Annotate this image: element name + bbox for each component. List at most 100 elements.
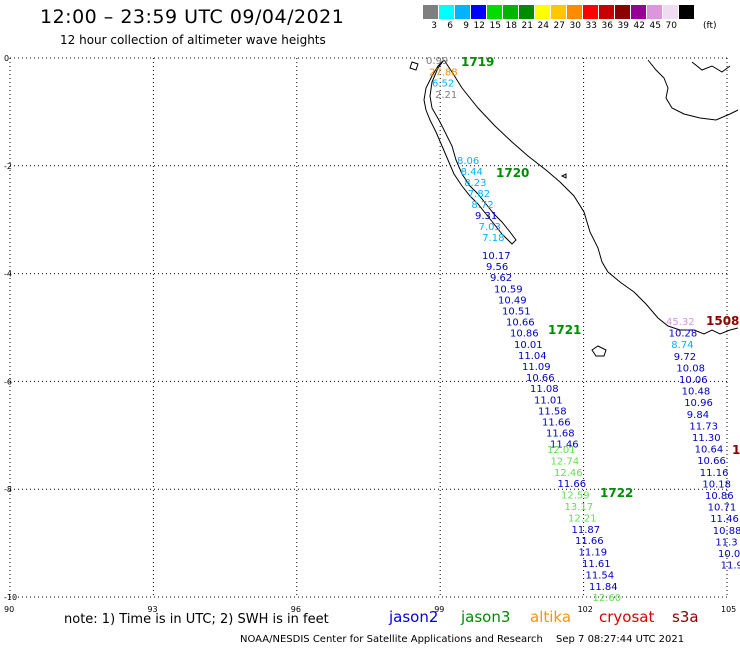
scale-swatch bbox=[647, 5, 663, 19]
lon-tick-label: 102 bbox=[578, 605, 593, 614]
scale-swatch bbox=[599, 5, 615, 19]
color-scale bbox=[423, 5, 695, 19]
coastline-mainland bbox=[443, 59, 739, 335]
scale-swatch bbox=[471, 5, 487, 19]
swh-value: 11.04 bbox=[518, 351, 547, 362]
scale-label: 39 bbox=[617, 21, 629, 31]
legend-altika: altika bbox=[530, 608, 572, 626]
swh-value: 10.06 bbox=[679, 375, 708, 386]
swh-value: 10.17 bbox=[482, 251, 511, 262]
scale-swatch bbox=[535, 5, 551, 19]
lon-tick-label: 105 bbox=[721, 605, 736, 614]
scale-swatch bbox=[439, 5, 455, 19]
lat-tick-label: 0 bbox=[4, 54, 9, 63]
legend-cryosat: cryosat bbox=[599, 608, 655, 626]
pass-time-label: 1719 bbox=[461, 55, 494, 69]
swh-value: 11.61 bbox=[582, 559, 611, 570]
coastline-north-islands bbox=[691, 61, 731, 73]
swh-value: 10.28 bbox=[669, 329, 698, 340]
swh-value: 6.52 bbox=[432, 79, 454, 90]
lat-tick-label: -8 bbox=[4, 485, 12, 494]
island-mid bbox=[560, 173, 567, 179]
lon-tick-label: 90 bbox=[4, 605, 14, 614]
swh-value: 11.54 bbox=[586, 570, 615, 581]
scale-label: 6 bbox=[447, 21, 453, 31]
legend-jason2: jason2 bbox=[389, 608, 439, 626]
scale-swatch bbox=[519, 5, 535, 19]
scale-label: 45 bbox=[649, 21, 661, 31]
swh-value: 11.58 bbox=[538, 406, 567, 417]
swh-value: 10.66 bbox=[697, 456, 726, 467]
swh-value: 10.86 bbox=[705, 491, 734, 502]
swh-value: 10.88 bbox=[713, 526, 740, 537]
swh-value: 10.86 bbox=[510, 329, 539, 340]
swh-value: 11.30 bbox=[692, 433, 721, 444]
swh-value: 10.08 bbox=[676, 363, 705, 374]
swh-value: 10.48 bbox=[682, 387, 711, 398]
lat-tick-label: -10 bbox=[4, 593, 17, 602]
scale-swatch bbox=[551, 5, 567, 19]
generation-timestamp: Sep 7 08:27:44 UTC 2021 bbox=[556, 634, 685, 645]
swh-value: 7.18 bbox=[482, 233, 504, 244]
swh-value: 11.08 bbox=[530, 384, 559, 395]
scale-label: 27 bbox=[553, 21, 565, 31]
color-scale-unit: (ft) bbox=[703, 21, 717, 31]
swh-value: 8.74 bbox=[671, 340, 693, 351]
swh-value: 12.59 bbox=[561, 491, 590, 502]
lat-tick-label: -6 bbox=[4, 377, 12, 386]
swh-value: 10.01 bbox=[514, 340, 543, 351]
swh-value: 8.72 bbox=[471, 200, 493, 211]
lat-tick-label: -4 bbox=[4, 270, 12, 279]
swh-value: 9.62 bbox=[490, 273, 512, 284]
swh-value: 9.72 bbox=[674, 352, 696, 363]
swh-value: 9.84 bbox=[687, 410, 709, 421]
track-1722: 12.0112.7412.4611.6612.5913.1712.2111.87… bbox=[547, 445, 633, 604]
swh-value: 10.66 bbox=[506, 318, 535, 329]
scale-swatch bbox=[567, 5, 583, 19]
footer-note: note: 1) Time is in UTC; 2) SWH is in fe… bbox=[64, 612, 329, 627]
swh-value: 10.0 bbox=[718, 549, 740, 560]
lat-lon-grid: 0 -2 -4 -6 -8 -10 90 93 96 99 102 105 bbox=[4, 54, 736, 614]
pass-time-label: 1720 bbox=[496, 166, 529, 180]
coastline-texas bbox=[647, 59, 739, 121]
swh-value: 11.01 bbox=[534, 395, 563, 406]
swh-value: 45.32 bbox=[666, 317, 695, 328]
swh-value: 10.71 bbox=[708, 503, 737, 514]
swh-value: 12.21 bbox=[568, 513, 597, 524]
scale-label: 36 bbox=[601, 21, 613, 31]
pass-time-label: 1508 bbox=[706, 314, 739, 328]
map-subtitle: 12 hour collection of altimeter wave hei… bbox=[60, 33, 326, 47]
swh-value: 12.74 bbox=[551, 456, 580, 467]
swh-value: 7.03 bbox=[479, 222, 501, 233]
swh-value: 10.49 bbox=[498, 295, 527, 306]
swh-value: 8.06 bbox=[457, 156, 479, 167]
swh-value: 11.84 bbox=[589, 582, 618, 593]
swh-value: 27.88 bbox=[429, 67, 458, 78]
pass-time-label-edge: 1 bbox=[732, 443, 740, 457]
legend-jason3: jason3 bbox=[461, 608, 511, 626]
scale-swatch bbox=[487, 5, 503, 19]
track-1721: 10.179.569.6210.5910.4910.5110.6610.8610… bbox=[482, 251, 581, 451]
swh-value: 12.46 bbox=[554, 468, 583, 479]
track-1720: 8.068.448.237.828.729.317.037.18 1720 bbox=[457, 156, 529, 244]
swh-value: 11.46 bbox=[710, 514, 739, 525]
track-1508: 45.3210.288.749.7210.0810.0610.4810.969.… bbox=[666, 314, 740, 572]
swh-value: 13.17 bbox=[565, 502, 594, 513]
swh-value: 10.18 bbox=[702, 479, 731, 490]
swh-value: 11.66 bbox=[575, 536, 604, 547]
color-scale-labels: 3 6 9 12 15 18 21 24 27 30 33 36 39 42 45 70 bbox=[423, 21, 679, 31]
island-north bbox=[409, 61, 419, 71]
swh-value: 8.23 bbox=[464, 178, 486, 189]
credit-line: NOAA/NESDIS Center for Satellite Applica… bbox=[240, 634, 543, 645]
swh-value: 9.56 bbox=[486, 262, 508, 273]
scale-swatch bbox=[455, 5, 471, 19]
swh-value: 2.21 bbox=[435, 90, 457, 101]
island-south bbox=[591, 345, 607, 357]
scale-swatch bbox=[583, 5, 599, 19]
swh-value: 12.01 bbox=[547, 445, 576, 456]
pass-time-label: 1722 bbox=[600, 486, 633, 500]
swh-value: 11.68 bbox=[546, 429, 575, 440]
scale-label: 12 bbox=[473, 21, 485, 31]
